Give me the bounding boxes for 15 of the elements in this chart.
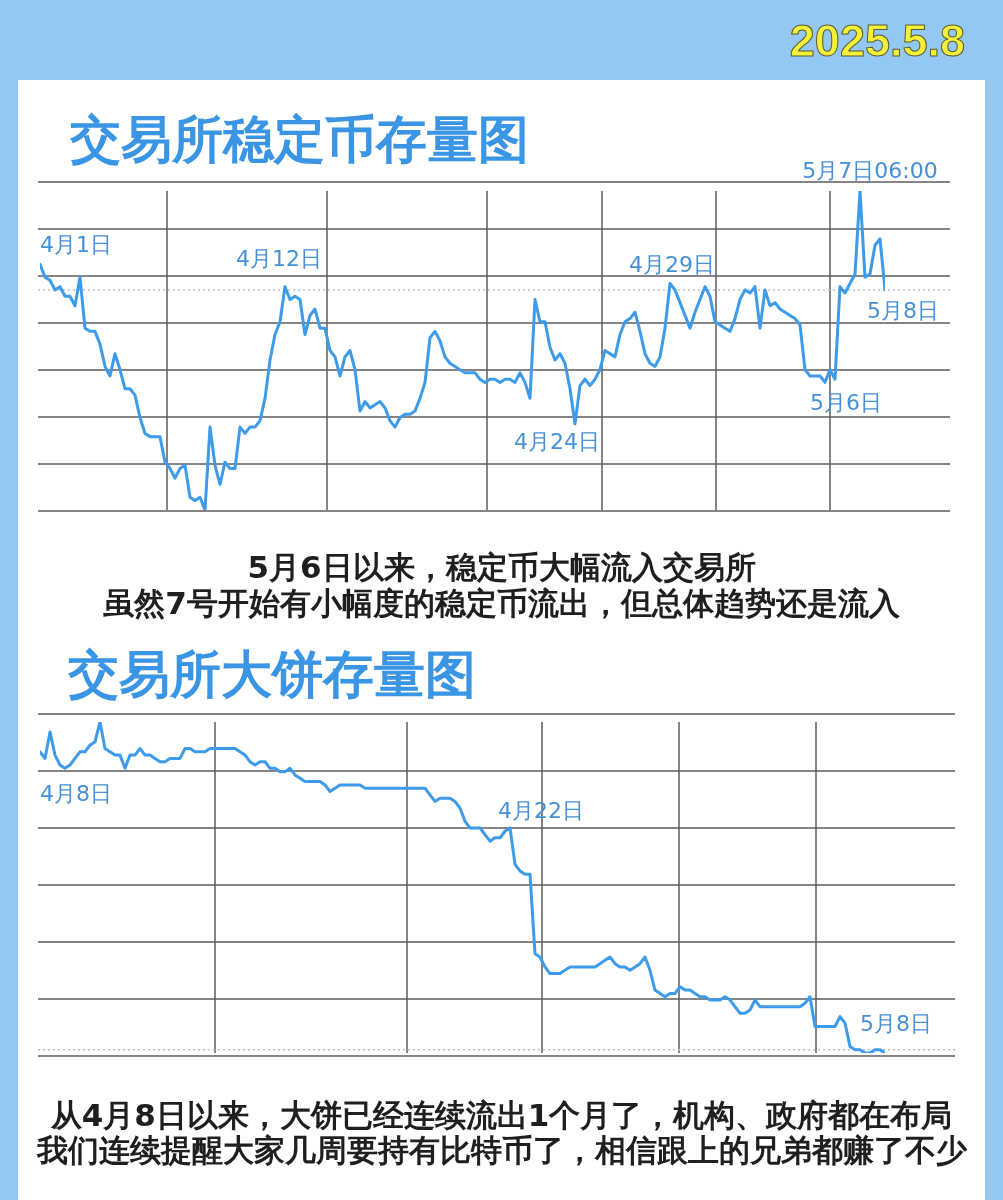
text: 从4月8日以来，大饼已经连续流出1个月了，机构、政府都在布局 — [49, 1097, 954, 1133]
text: 2025.5.8 — [789, 15, 965, 66]
annotation: 5月8日 — [860, 1011, 932, 1036]
annotation: 4月12日 — [236, 245, 322, 271]
text: 5月7日06:00 — [802, 158, 938, 183]
text: 虽然7号开始有小幅度的稳定币流出，但总体趋势还是流入 — [102, 585, 901, 621]
annotation: 4月1日 — [40, 232, 112, 258]
chart-title: 交易所稳定币存量图 — [70, 110, 529, 169]
annotation: 4月24日 — [514, 428, 600, 454]
text: 5月6日以来，稳定币大幅流入交易所 — [246, 549, 757, 585]
annotation: 5月8日 — [867, 297, 939, 323]
chart-title: 交易所大饼存量图 — [68, 645, 476, 704]
text: 我们连续提醒大家几周要持有比特币了，相信跟上的兄弟都赚了不少 — [35, 1132, 968, 1168]
annotation: 4月8日 — [40, 780, 112, 806]
annotation: 4月29日 — [629, 251, 715, 277]
